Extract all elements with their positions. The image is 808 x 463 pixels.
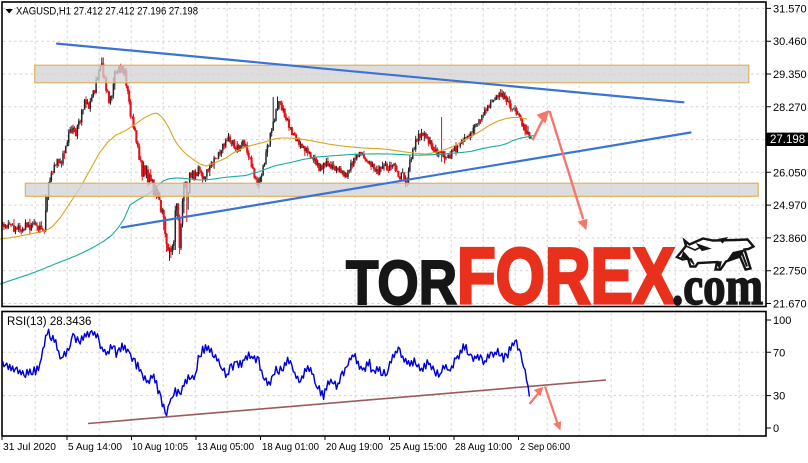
svg-text:29.350: 29.350 — [773, 69, 807, 81]
svg-text:TOR: TOR — [346, 249, 457, 318]
svg-text:28 Aug 10:00: 28 Aug 10:00 — [455, 441, 512, 453]
svg-text:28.270: 28.270 — [773, 102, 807, 114]
svg-text:27.198: 27.198 — [770, 134, 805, 146]
svg-text:10 Aug 10:05: 10 Aug 10:05 — [132, 441, 188, 453]
svg-text:22.750: 22.750 — [773, 266, 807, 278]
svg-text:0: 0 — [773, 423, 779, 435]
svg-text:25 Aug 15:00: 25 Aug 15:00 — [390, 441, 447, 453]
svg-text:2 Sep 06:00: 2 Sep 06:00 — [520, 441, 570, 453]
svg-text:100: 100 — [773, 315, 791, 327]
svg-text:30: 30 — [773, 391, 785, 403]
svg-text:23.860: 23.860 — [773, 233, 807, 245]
svg-text:RSI(13) 28.3436: RSI(13) 28.3436 — [7, 316, 91, 328]
svg-text:21.670: 21.670 — [773, 299, 807, 311]
svg-text:31.570: 31.570 — [773, 3, 807, 15]
svg-text:XAGUSD,H1 27.412 27.412 27.19: XAGUSD,H1 27.412 27.412 27.196 27.198 — [16, 6, 198, 18]
svg-text:20 Aug 19:00: 20 Aug 19:00 — [326, 441, 383, 453]
svg-text:5 Aug 14:00: 5 Aug 14:00 — [68, 441, 122, 453]
svg-text:13 Aug 05:00: 13 Aug 05:00 — [197, 441, 254, 453]
svg-text:26.050: 26.050 — [773, 167, 807, 179]
svg-text:31 Jul 2020: 31 Jul 2020 — [3, 441, 56, 453]
svg-text:18 Aug 01:00: 18 Aug 01:00 — [262, 441, 319, 453]
svg-text:30.460: 30.460 — [773, 36, 807, 48]
svg-text:24.970: 24.970 — [773, 200, 807, 212]
svg-text:70: 70 — [773, 347, 785, 359]
